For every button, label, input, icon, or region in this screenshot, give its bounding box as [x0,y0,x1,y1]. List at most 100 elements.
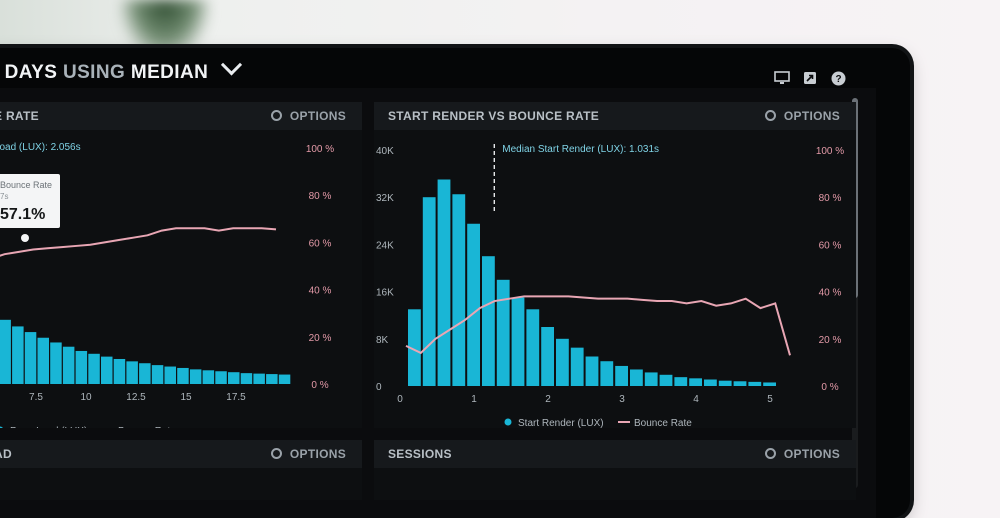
title-days: 7 DAYS [0,62,58,83]
y-tick-label: 0 [376,382,382,393]
bar [408,309,421,386]
panel-title: SESSIONS [388,447,452,461]
monitor-icon[interactable] [774,70,790,86]
x-tick-label: 12.5 [126,392,146,403]
bar [278,374,291,384]
bar [600,361,614,386]
bar [437,179,451,386]
bar [733,381,747,386]
bar [24,332,37,384]
options-label: OPTIONS [783,447,840,461]
y-tick-label: 60 % [819,240,842,251]
help-icon[interactable]: ? [830,70,846,86]
bar [615,365,628,386]
legend-swatch-bar [504,418,512,426]
bar [422,197,436,386]
legend-swatch-bar [0,426,3,428]
bar [704,379,717,386]
bar [718,380,732,386]
chart-start-render: 0 8K 16K 24K 32K 40K 0 % 20 % 40 % 60 % 80 % 100 % M… [376,144,844,428]
share-icon[interactable] [802,70,818,86]
panel-title: E RATE [0,109,39,123]
options-label: OPTIONS [289,447,346,461]
y-tick-label: 80 % [309,191,332,202]
x-tick-label: 17.5 [226,392,246,403]
x-tick-label: 3 [619,394,625,405]
options-button[interactable]: OPTIONS [764,447,840,461]
tooltip-box [0,174,60,228]
bar [62,346,75,384]
median-annotation: Median Start Render (LUX): 1.031s [502,144,659,155]
bar [88,353,100,384]
y-tick-label: 60 % [309,238,332,249]
y-tick-label: 20 % [309,333,332,344]
legend-label: Bounce Rate [118,426,176,428]
bar [482,256,495,386]
y-tick-label: 80 % [819,193,842,204]
bar [37,337,49,384]
bar [511,297,525,386]
dashboard-header: 7 DAYS USING MEDIAN ? [0,50,876,100]
bar [101,356,113,384]
bar [228,372,240,384]
y-tick-label: 0 % [821,382,838,393]
panel-title: START RENDER VS BOUNCE RATE [388,109,599,123]
y-tick-label: 40 % [309,286,332,297]
legend-label: Page Load (LUX) [10,426,87,428]
bar [50,342,62,384]
y-tick-label: 40 % [819,288,842,299]
options-button[interactable]: OPTIONS [270,109,346,123]
x-tick-label: 4 [693,394,699,405]
options-label: OPTIONS [289,109,346,123]
median-annotation: ge Load (LUX): 2.056s [0,142,81,153]
bar [541,327,554,386]
options-button[interactable]: OPTIONS [270,447,346,461]
monitor-frame: 7 DAYS USING MEDIAN ? [0,48,910,518]
tooltip-marker [21,234,29,242]
chevron-down-icon[interactable] [220,54,242,76]
bar [113,358,126,384]
x-tick-label: 10 [80,392,92,403]
dashboard-screen: 7 DAYS USING MEDIAN ? [0,54,876,518]
bar [496,279,510,386]
chart-page-load: 0 %20 %40 %60 %80 %100 %57.51012.51517.5… [0,142,334,428]
legend-label: Bounce Rate [634,418,692,428]
bar [763,382,776,386]
panel-title: AD [0,447,12,461]
bar [467,223,480,386]
bar [644,372,658,386]
bar [452,194,466,386]
page-title[interactable]: 7 DAYS USING MEDIAN [0,54,242,84]
y-tick-label: 16K [376,288,394,299]
y-tick-label: 8K [376,335,389,346]
bar [659,374,673,386]
bar [0,319,11,384]
panel-header: E RATE OPTIONS [0,102,362,130]
bar [689,378,702,386]
tooltip-title: Bounce Rate [0,180,52,190]
bounce-rate-line [0,227,277,257]
bounce-rate-line [405,295,791,356]
bar [526,309,540,386]
bar [164,366,176,384]
x-tick-label: 1 [471,394,477,405]
y-tick-label: 40K [376,146,394,157]
bar [556,338,569,386]
gear-icon [764,110,776,121]
x-tick-label: 0 [397,394,403,405]
y-tick-label: 32K [376,193,394,204]
gear-icon [270,110,282,121]
bar [75,350,88,384]
panel-header: START RENDER VS BOUNCE RATE OPTIONS [374,102,856,130]
bar [253,373,265,384]
options-button[interactable]: OPTIONS [764,109,840,123]
header-icons: ? [774,70,846,86]
gear-icon [764,448,776,459]
options-label: OPTIONS [783,109,840,123]
x-tick-label: 2 [545,394,551,405]
y-tick-label: 20 % [819,335,842,346]
y-tick-label: 24K [376,240,394,251]
x-tick-label: 15 [180,392,192,403]
gear-icon [270,448,282,459]
title-median: MEDIAN [130,62,209,83]
